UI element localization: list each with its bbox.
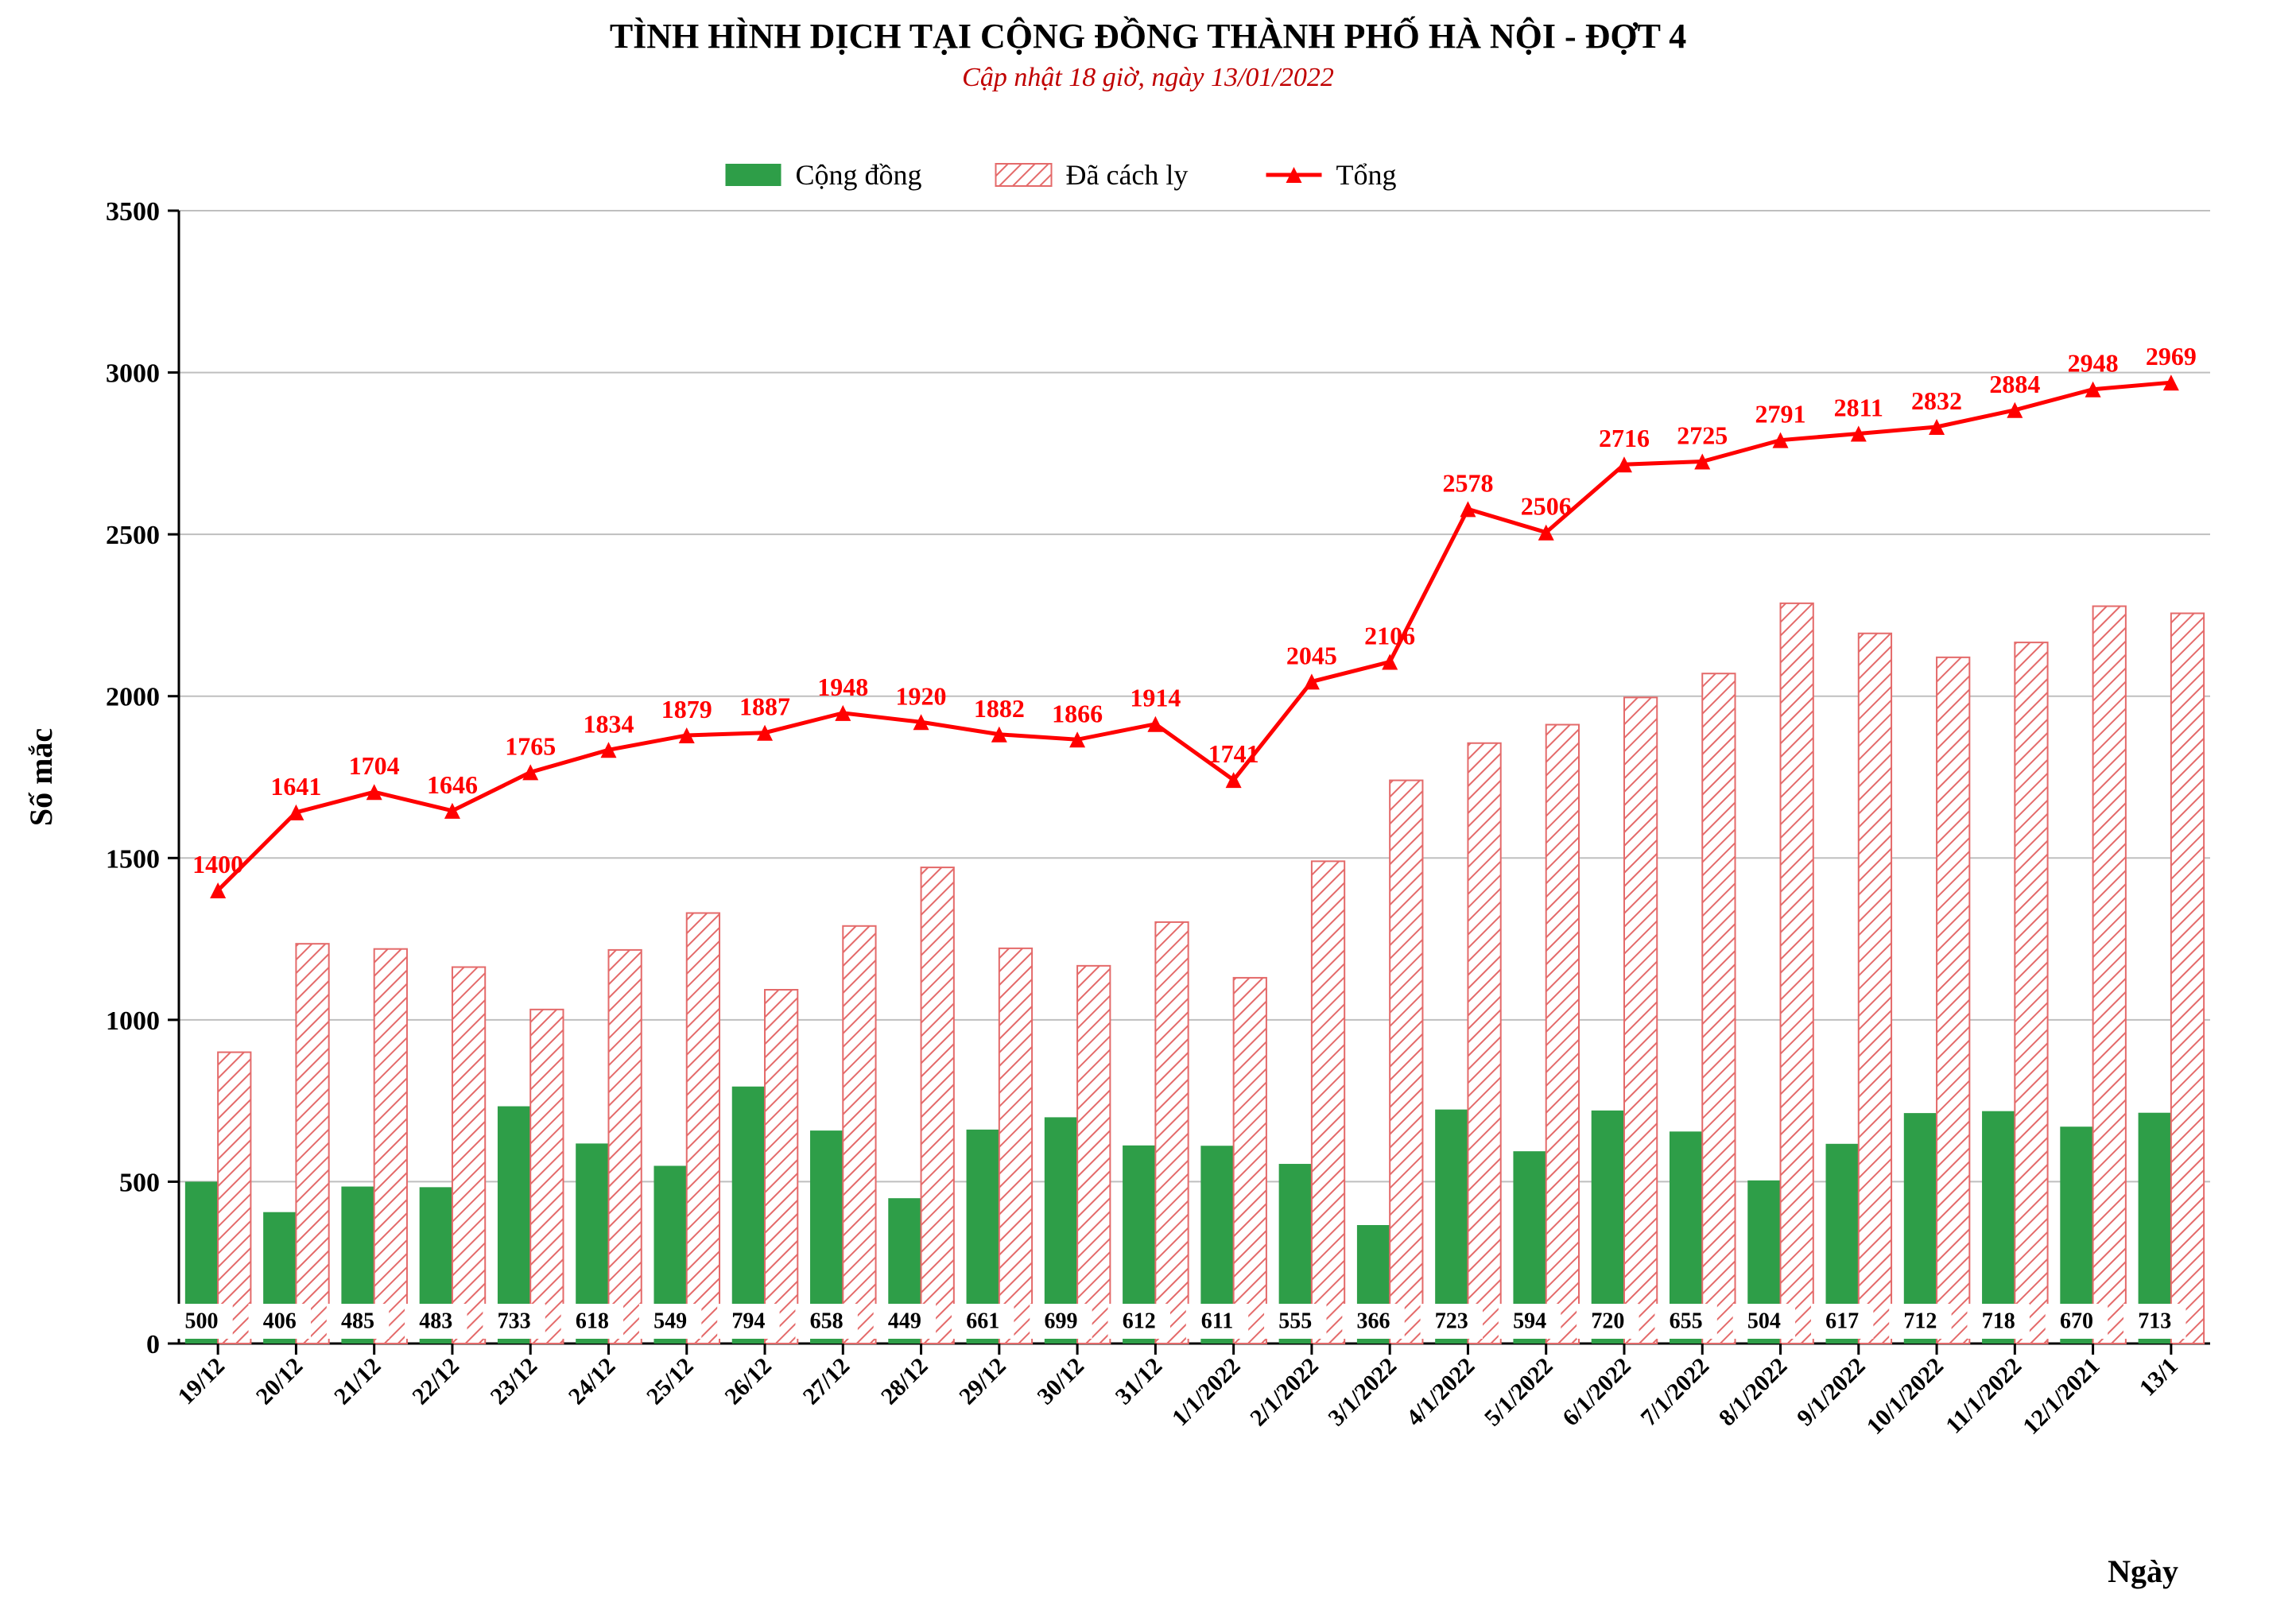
value-label-tong: 2884 <box>1989 370 2040 398</box>
bar-da-cach-ly <box>2171 613 2204 1344</box>
bar-da-cach-ly <box>1546 725 1579 1344</box>
value-label-tong: 1641 <box>270 772 321 801</box>
value-label-cong-dong: 500 <box>184 1309 218 1333</box>
value-label-cong-dong: 794 <box>731 1309 765 1333</box>
value-label-tong: 1882 <box>974 694 1025 723</box>
y-tick-label: 500 <box>119 1168 160 1197</box>
value-label-tong: 2811 <box>1834 394 1883 422</box>
value-label-cong-dong: 612 <box>1123 1309 1156 1333</box>
value-label-tong: 2716 <box>1599 424 1650 452</box>
value-label-cong-dong: 366 <box>1357 1309 1390 1333</box>
value-label-cong-dong: 549 <box>654 1309 687 1333</box>
legend-swatch <box>726 164 781 186</box>
value-label-tong: 2969 <box>2146 342 2197 370</box>
bar-da-cach-ly <box>2093 607 2126 1344</box>
value-label-tong: 1914 <box>1130 684 1181 712</box>
bar-da-cach-ly <box>1781 603 1813 1344</box>
chart-svg: TÌNH HÌNH DỊCH TẠI CỘNG ĐỒNG THÀNH PHỐ H… <box>0 0 2296 1617</box>
bar-da-cach-ly <box>921 867 954 1344</box>
bar-da-cach-ly <box>1859 634 1891 1344</box>
value-label-cong-dong: 504 <box>1747 1309 1781 1333</box>
value-label-cong-dong: 618 <box>576 1309 609 1333</box>
bar-da-cach-ly <box>296 944 328 1344</box>
legend-da-cach-ly: Đã cách ly <box>996 159 1189 191</box>
value-label-cong-dong: 617 <box>1825 1309 1859 1333</box>
bar-da-cach-ly <box>1155 922 1188 1344</box>
y-axis-label: Số mắc <box>23 728 59 826</box>
y-tick-label: 2500 <box>106 521 160 550</box>
chart-subtitle: Cập nhật 18 giờ, ngày 13/01/2022 <box>962 63 1334 92</box>
value-label-tong: 2506 <box>1521 492 1572 521</box>
value-label-tong: 2106 <box>1364 622 1415 650</box>
bar-da-cach-ly <box>1624 697 1657 1344</box>
value-label-tong: 1646 <box>427 770 478 799</box>
value-label-tong: 2791 <box>1755 400 1806 428</box>
value-label-tong: 1948 <box>817 673 868 701</box>
bar-da-cach-ly <box>843 926 875 1344</box>
value-label-cong-dong: 712 <box>1903 1309 1937 1333</box>
value-label-tong: 1765 <box>505 731 556 760</box>
bar-da-cach-ly <box>1702 673 1735 1344</box>
value-label-tong: 2578 <box>1442 468 1493 497</box>
bar-da-cach-ly <box>2015 642 2047 1344</box>
chart-container: TÌNH HÌNH DỊCH TẠI CỘNG ĐỒNG THÀNH PHỐ H… <box>0 0 2296 1617</box>
bar-da-cach-ly <box>687 913 719 1344</box>
chart-title: TÌNH HÌNH DỊCH TẠI CỘNG ĐỒNG THÀNH PHỐ H… <box>610 16 1686 56</box>
x-axis-label: Ngày <box>2108 1553 2178 1589</box>
value-label-cong-dong: 406 <box>263 1309 297 1333</box>
value-label-tong: 2045 <box>1286 641 1337 669</box>
value-label-cong-dong: 718 <box>1982 1309 2015 1333</box>
value-label-tong: 1400 <box>192 850 243 878</box>
value-label-cong-dong: 658 <box>810 1309 844 1333</box>
bar-da-cach-ly <box>452 967 485 1344</box>
value-label-tong: 1834 <box>583 709 634 738</box>
value-label-cong-dong: 594 <box>1513 1309 1546 1333</box>
value-label-cong-dong: 661 <box>966 1309 999 1333</box>
bar-da-cach-ly <box>765 990 797 1344</box>
value-label-tong: 1887 <box>739 692 790 721</box>
bar-da-cach-ly <box>1468 743 1500 1344</box>
bar-da-cach-ly <box>1077 966 1110 1344</box>
legend-cong-dong: Cộng đồng <box>726 159 922 191</box>
value-label-cong-dong: 449 <box>888 1309 921 1333</box>
value-label-tong: 2725 <box>1677 421 1728 450</box>
value-label-tong: 1920 <box>896 681 947 710</box>
value-label-cong-dong: 670 <box>2060 1309 2093 1333</box>
y-tick-label: 2000 <box>106 683 160 712</box>
value-label-cong-dong: 720 <box>1591 1309 1624 1333</box>
value-label-cong-dong: 555 <box>1278 1309 1312 1333</box>
bar-da-cach-ly <box>374 949 407 1344</box>
y-tick-label: 3000 <box>106 359 160 389</box>
legend-swatch <box>996 164 1052 186</box>
bar-da-cach-ly <box>608 950 641 1344</box>
y-tick-label: 0 <box>146 1330 160 1359</box>
bar-da-cach-ly <box>1390 781 1422 1344</box>
value-label-tong: 1866 <box>1052 699 1103 727</box>
bar-da-cach-ly <box>218 1053 250 1344</box>
legend-label: Tổng <box>1336 159 1397 191</box>
bar-da-cach-ly <box>1312 861 1344 1344</box>
legend-label: Cộng đồng <box>796 159 922 191</box>
value-label-cong-dong: 485 <box>341 1309 374 1333</box>
bar-da-cach-ly <box>1234 978 1266 1344</box>
value-label-cong-dong: 483 <box>419 1309 452 1333</box>
value-label-tong: 1741 <box>1208 739 1259 768</box>
value-label-cong-dong: 713 <box>2138 1309 2171 1333</box>
value-label-tong: 1704 <box>349 751 400 780</box>
value-label-cong-dong: 699 <box>1044 1309 1077 1333</box>
bar-da-cach-ly <box>1937 657 1969 1344</box>
value-label-tong: 1879 <box>661 695 712 723</box>
bar-da-cach-ly <box>530 1010 563 1344</box>
legend-label: Đã cách ly <box>1066 159 1189 191</box>
value-label-cong-dong: 611 <box>1201 1309 1233 1333</box>
y-tick-label: 3500 <box>106 197 160 227</box>
value-label-tong: 2948 <box>2068 349 2119 378</box>
bar-da-cach-ly <box>999 948 1032 1344</box>
value-label-cong-dong: 733 <box>498 1309 531 1333</box>
value-label-tong: 2832 <box>1911 386 1962 415</box>
value-label-cong-dong: 655 <box>1670 1309 1703 1333</box>
y-tick-label: 1000 <box>106 1006 160 1036</box>
y-tick-label: 1500 <box>106 844 160 874</box>
value-label-cong-dong: 723 <box>1435 1309 1468 1333</box>
